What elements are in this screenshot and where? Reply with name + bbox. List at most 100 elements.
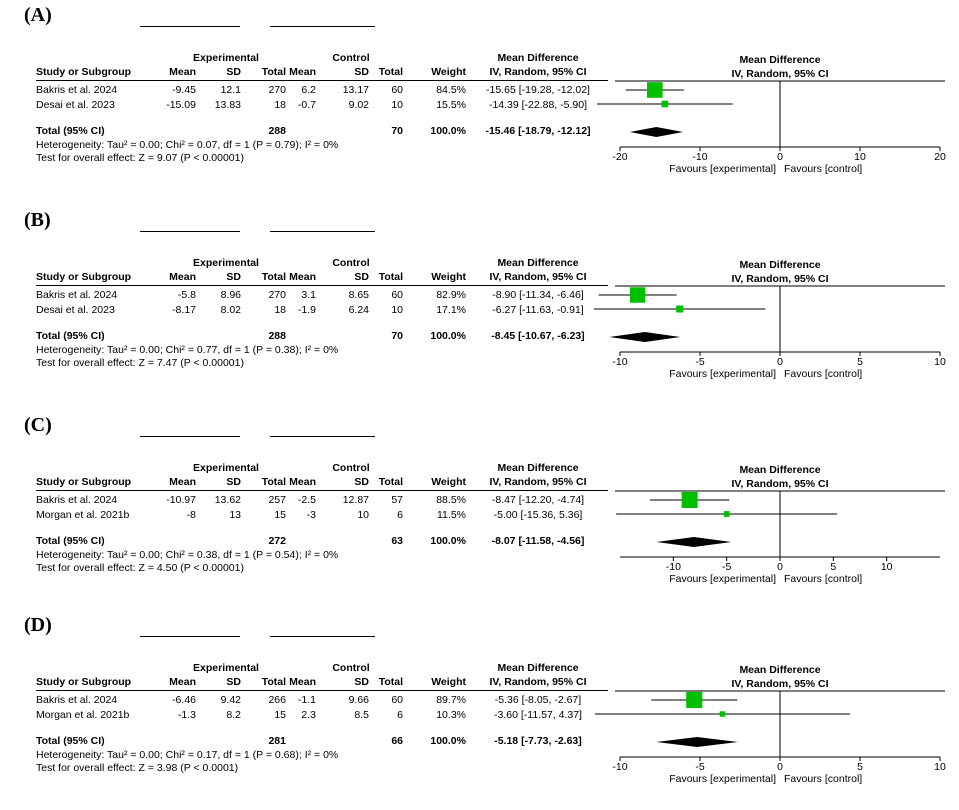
pooled-effect-diamond (656, 737, 738, 747)
favours-experimental-label: Favours [experimental] (669, 163, 776, 175)
exp-mean-header: Mean (169, 271, 196, 283)
ctl-total-header: Total (378, 676, 403, 688)
exp-total: 15 (274, 709, 286, 721)
plot-header-sub: IV, Random, 95% CI (731, 678, 828, 690)
overall-effect-text: Test for overall effect: Z = 7.47 (P < 0… (36, 357, 244, 369)
md-header-top: Mean Difference (497, 462, 579, 474)
favours-experimental-label: Favours [experimental] (669, 773, 776, 785)
overall-effect-text: Test for overall effect: Z = 9.07 (P < 0… (36, 152, 244, 164)
x-tick-label: -10 (666, 561, 681, 573)
total-weight: 100.0% (430, 535, 466, 547)
ctl-sd: 6.24 (348, 304, 369, 316)
control-group-header: Control (332, 52, 370, 64)
study-name: Desai et al. 2023 (36, 304, 115, 316)
experimental-group-header: Experimental (193, 462, 259, 474)
ctl-total-header: Total (378, 66, 403, 78)
ctl-mean: 3.1 (301, 289, 316, 301)
experimental-group-header: Experimental (193, 662, 259, 674)
ctl-mean: -3 (306, 509, 316, 521)
ctl-sd-header: SD (354, 66, 369, 78)
ctl-sd-header: SD (354, 476, 369, 488)
study-name: Desai et al. 2023 (36, 99, 115, 111)
x-tick-label: 0 (777, 151, 783, 163)
panel-label: (B) (24, 209, 51, 231)
ctl-total-sum: 63 (391, 535, 403, 547)
exp-mean: -6.46 (172, 694, 196, 706)
exp-total-sum: 281 (268, 735, 286, 747)
exp-mean-header: Mean (169, 66, 196, 78)
ctl-total-header: Total (378, 271, 403, 283)
md-header-sub: IV, Random, 95% CI (489, 271, 587, 283)
favours-control-label: Favours [control] (784, 573, 862, 585)
ctl-sd: 13.17 (342, 84, 369, 96)
exp-total-sum: 288 (268, 330, 286, 342)
heterogeneity-text: Heterogeneity: Tau² = 0.00; Chi² = 0.17,… (36, 749, 339, 761)
x-tick-label: -10 (612, 356, 627, 368)
control-group-header: Control (332, 257, 370, 269)
experimental-underline (140, 436, 240, 437)
weight-value: 89.7% (436, 694, 466, 706)
study-table: Experimental Control Mean Difference Stu… (36, 52, 608, 182)
experimental-underline (140, 26, 240, 27)
ctl-sd-header: SD (354, 676, 369, 688)
total-ci: -8.07 [-11.58, -4.56] (491, 535, 585, 547)
study-table: Experimental Control Mean Difference Stu… (36, 257, 608, 387)
exp-mean: -8 (186, 509, 196, 521)
weight-value: 84.5% (436, 84, 466, 96)
md-header-sub: IV, Random, 95% CI (489, 676, 587, 688)
ctl-total-sum: 70 (391, 125, 403, 137)
total-label: Total (95% CI) (36, 330, 105, 342)
forest-panel-c: (C) Experimental Control Mean Difference… (0, 410, 959, 610)
ctl-mean: -0.7 (297, 99, 316, 111)
ci-value: -14.39 [-22.88, -5.90] (488, 99, 588, 111)
total-weight: 100.0% (430, 330, 466, 342)
x-tick-label: 5 (857, 761, 863, 773)
experimental-group-header: Experimental (193, 52, 259, 64)
exp-total-sum: 272 (268, 535, 286, 547)
study-weight-square (681, 492, 698, 508)
exp-sd: 8.2 (226, 709, 241, 721)
ci-value: -5.00 [-15.36, 5.36] (493, 509, 583, 521)
exp-mean: -8.17 (172, 304, 196, 316)
favours-experimental-label: Favours [experimental] (669, 573, 776, 585)
plot-header-top: Mean Difference (739, 464, 820, 476)
x-tick-label: -20 (612, 151, 627, 163)
ctl-sd-header: SD (354, 271, 369, 283)
md-header-sub: IV, Random, 95% CI (489, 476, 587, 488)
exp-total-header: Total (261, 676, 286, 688)
exp-sd: 13 (229, 509, 241, 521)
x-tick-label: -5 (722, 561, 731, 573)
total-label: Total (95% CI) (36, 535, 105, 547)
study-table: Experimental Control Mean Difference Stu… (36, 462, 608, 592)
pooled-effect-diamond (609, 332, 681, 342)
x-tick-label: 20 (934, 151, 946, 163)
plot-header-top: Mean Difference (739, 54, 820, 66)
x-tick-label: 10 (934, 761, 946, 773)
exp-total-header: Total (261, 476, 286, 488)
exp-mean: -10.97 (166, 494, 196, 506)
study-name: Morgan et al. 2021b (36, 709, 130, 721)
study-weight-square (646, 82, 663, 98)
total-label: Total (95% CI) (36, 125, 105, 137)
panel-label: (C) (24, 414, 52, 436)
plot-header-sub: IV, Random, 95% CI (731, 68, 828, 80)
pooled-effect-diamond (656, 537, 732, 547)
study-header: Study or Subgroup (36, 66, 132, 78)
ci-value: -8.47 [-12.20, -4.74] (491, 494, 585, 506)
favours-control-label: Favours [control] (784, 368, 862, 380)
exp-sd: 13.83 (214, 99, 241, 111)
x-tick-label: 0 (777, 561, 783, 573)
md-header-top: Mean Difference (497, 662, 579, 674)
ctl-total-header: Total (378, 476, 403, 488)
ctl-sd: 8.65 (348, 289, 369, 301)
header-rule (36, 80, 608, 81)
favours-control-label: Favours [control] (784, 773, 862, 785)
x-tick-label: -10 (612, 761, 627, 773)
header-rule (36, 690, 608, 691)
exp-mean-header: Mean (169, 676, 196, 688)
ctl-total: 6 (397, 709, 403, 721)
exp-total: 270 (268, 289, 286, 301)
study-weight-square (719, 711, 726, 717)
weight-header: Weight (431, 676, 466, 688)
x-tick-label: -5 (695, 356, 704, 368)
